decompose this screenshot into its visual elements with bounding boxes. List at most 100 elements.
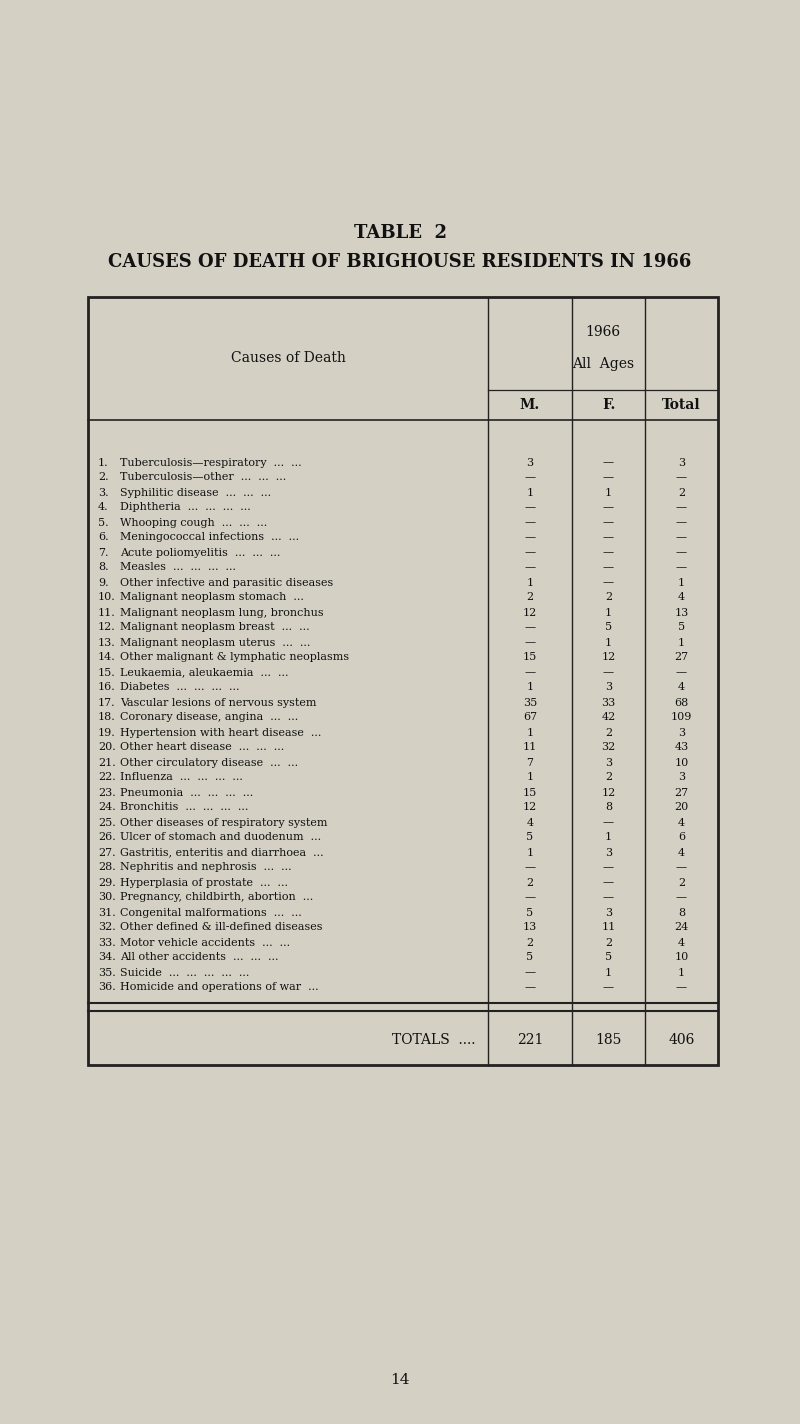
Text: Malignant neoplasm stomach  ...: Malignant neoplasm stomach ... <box>120 592 304 602</box>
Text: —: — <box>525 562 535 572</box>
Text: —: — <box>603 863 614 873</box>
Text: 20: 20 <box>674 803 689 813</box>
Text: 11.: 11. <box>98 608 116 618</box>
Text: —: — <box>676 547 687 558</box>
Text: —: — <box>676 893 687 903</box>
Text: 33: 33 <box>602 698 616 708</box>
Text: Suicide  ...  ...  ...  ...  ...: Suicide ... ... ... ... ... <box>120 967 250 977</box>
Text: 3: 3 <box>678 728 685 738</box>
Text: 5: 5 <box>526 953 534 963</box>
Text: Other malignant & lymphatic neoplasms: Other malignant & lymphatic neoplasms <box>120 652 349 662</box>
Text: —: — <box>603 547 614 558</box>
Text: 1: 1 <box>526 728 534 738</box>
Text: 68: 68 <box>674 698 689 708</box>
Text: 1: 1 <box>678 578 685 588</box>
Text: Influenza  ...  ...  ...  ...: Influenza ... ... ... ... <box>120 772 243 783</box>
Text: —: — <box>603 668 614 678</box>
Text: Vascular lesions of nervous system: Vascular lesions of nervous system <box>120 698 317 708</box>
Text: Measles  ...  ...  ...  ...: Measles ... ... ... ... <box>120 562 236 572</box>
Text: 1: 1 <box>605 967 612 977</box>
Text: 1: 1 <box>526 487 534 497</box>
Text: Bronchitis  ...  ...  ...  ...: Bronchitis ... ... ... ... <box>120 803 248 813</box>
Text: 34.: 34. <box>98 953 116 963</box>
Text: 16.: 16. <box>98 682 116 692</box>
Text: 1: 1 <box>678 967 685 977</box>
Text: Other defined & ill-defined diseases: Other defined & ill-defined diseases <box>120 923 322 933</box>
Text: —: — <box>525 503 535 513</box>
Text: Syphilitic disease  ...  ...  ...: Syphilitic disease ... ... ... <box>120 487 271 497</box>
Text: 3: 3 <box>605 682 612 692</box>
Text: 29.: 29. <box>98 877 116 887</box>
Text: 24: 24 <box>674 923 689 933</box>
Text: 12.: 12. <box>98 622 116 632</box>
Text: 5: 5 <box>678 622 685 632</box>
Text: 2: 2 <box>678 877 685 887</box>
Text: CAUSES OF DEATH OF BRIGHOUSE RESIDENTS IN 1966: CAUSES OF DEATH OF BRIGHOUSE RESIDENTS I… <box>108 253 692 271</box>
Text: All  Ages: All Ages <box>572 357 634 372</box>
Text: 15: 15 <box>523 652 537 662</box>
Text: 1: 1 <box>526 578 534 588</box>
Text: Total: Total <box>662 397 701 412</box>
Text: —: — <box>676 533 687 543</box>
Text: 12: 12 <box>602 787 616 797</box>
Text: 14.: 14. <box>98 652 116 662</box>
Text: Other infective and parasitic diseases: Other infective and parasitic diseases <box>120 578 334 588</box>
Text: 31.: 31. <box>98 907 116 917</box>
Text: 8: 8 <box>605 803 612 813</box>
Text: 4: 4 <box>526 817 534 827</box>
Text: 13: 13 <box>674 608 689 618</box>
Text: TABLE  2: TABLE 2 <box>354 224 446 242</box>
Text: 5: 5 <box>526 833 534 843</box>
Text: 42: 42 <box>602 712 616 722</box>
Text: 5: 5 <box>526 907 534 917</box>
Text: 4.: 4. <box>98 503 109 513</box>
Text: F.: F. <box>602 397 615 412</box>
Text: 1966: 1966 <box>586 325 621 339</box>
Text: 12: 12 <box>602 652 616 662</box>
Text: 7: 7 <box>526 758 534 768</box>
Text: 221: 221 <box>517 1032 543 1047</box>
Text: 6.: 6. <box>98 533 109 543</box>
Text: Meningococcal infections  ...  ...: Meningococcal infections ... ... <box>120 533 299 543</box>
Text: 1: 1 <box>526 682 534 692</box>
Text: Gastritis, enteritis and diarrhoea  ...: Gastritis, enteritis and diarrhoea ... <box>120 847 324 857</box>
Text: 22.: 22. <box>98 772 116 783</box>
Text: —: — <box>676 983 687 993</box>
Text: —: — <box>603 562 614 572</box>
Text: Other heart disease  ...  ...  ...: Other heart disease ... ... ... <box>120 742 284 752</box>
Text: 10: 10 <box>674 758 689 768</box>
Text: Diphtheria  ...  ...  ...  ...: Diphtheria ... ... ... ... <box>120 503 250 513</box>
Text: Pneumonia  ...  ...  ...  ...: Pneumonia ... ... ... ... <box>120 787 254 797</box>
Text: 8: 8 <box>678 907 685 917</box>
Text: 109: 109 <box>671 712 692 722</box>
Text: —: — <box>525 983 535 993</box>
Text: 4: 4 <box>678 682 685 692</box>
Text: —: — <box>603 893 614 903</box>
Text: —: — <box>525 668 535 678</box>
Text: —: — <box>603 503 614 513</box>
Text: 17.: 17. <box>98 698 116 708</box>
Text: 10.: 10. <box>98 592 116 602</box>
Text: —: — <box>676 562 687 572</box>
Text: 14: 14 <box>390 1373 410 1387</box>
Text: —: — <box>676 473 687 483</box>
Text: —: — <box>676 517 687 527</box>
Text: —: — <box>525 863 535 873</box>
Text: —: — <box>676 863 687 873</box>
Text: —: — <box>525 533 535 543</box>
Text: 1: 1 <box>678 638 685 648</box>
Text: Tuberculosis—respiratory  ...  ...: Tuberculosis—respiratory ... ... <box>120 457 302 467</box>
Text: Hypertension with heart disease  ...: Hypertension with heart disease ... <box>120 728 322 738</box>
Text: Whooping cough  ...  ...  ...: Whooping cough ... ... ... <box>120 517 267 527</box>
Text: 3: 3 <box>526 457 534 467</box>
Text: 27: 27 <box>674 787 689 797</box>
Text: Pregnancy, childbirth, abortion  ...: Pregnancy, childbirth, abortion ... <box>120 893 314 903</box>
Text: 28.: 28. <box>98 863 116 873</box>
Text: 19.: 19. <box>98 728 116 738</box>
Text: —: — <box>603 457 614 467</box>
Text: Hyperplasia of prostate  ...  ...: Hyperplasia of prostate ... ... <box>120 877 288 887</box>
Text: Leukaemia, aleukaemia  ...  ...: Leukaemia, aleukaemia ... ... <box>120 668 289 678</box>
Text: All other accidents  ...  ...  ...: All other accidents ... ... ... <box>120 953 278 963</box>
Text: M.: M. <box>520 397 540 412</box>
Text: 33.: 33. <box>98 937 116 947</box>
